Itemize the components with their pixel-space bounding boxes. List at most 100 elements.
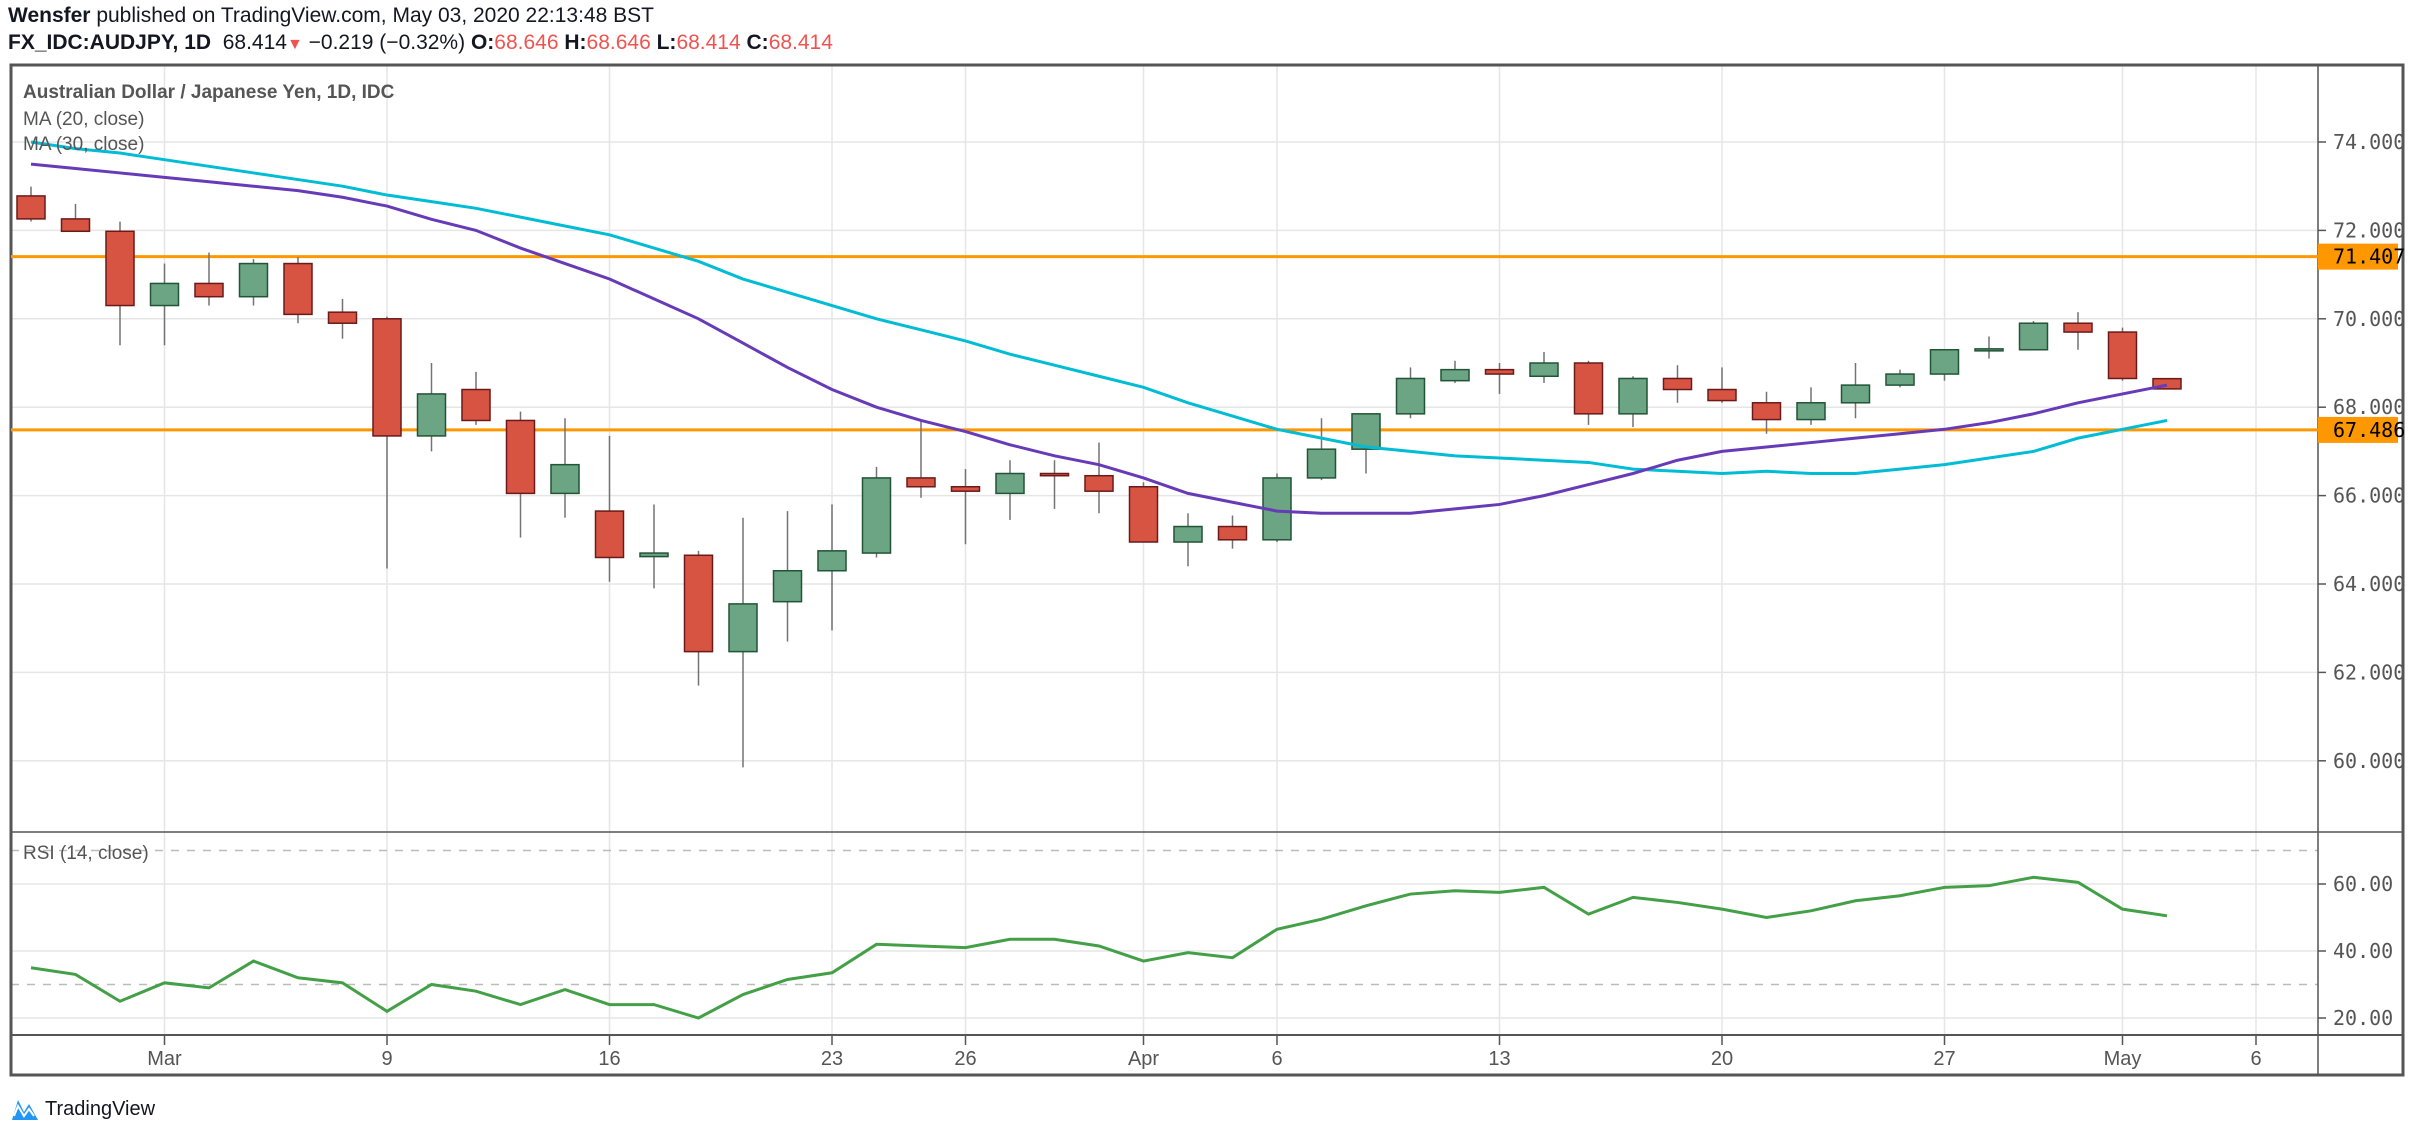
price-tick-label: 64.000	[2333, 572, 2405, 596]
ma30-legend[interactable]: MA (30, close)	[23, 134, 145, 155]
symbol-label: FX_IDC:AUDJPY, 1D	[8, 31, 212, 54]
tradingview-logo-icon	[12, 1100, 38, 1120]
last-price: 68.414	[222, 31, 287, 54]
close-label: C:	[746, 31, 769, 54]
time-tick-label: 27	[1933, 1048, 1955, 1070]
candle-down	[1707, 388, 1737, 402]
candle-down	[60, 218, 91, 233]
low-value: 68.414	[676, 31, 741, 54]
author-name[interactable]: Wensfer	[8, 4, 91, 27]
candle-down	[461, 388, 491, 422]
candle-up	[238, 262, 269, 298]
time-tick-label: 23	[821, 1048, 843, 1070]
time-tick-label: 26	[954, 1048, 976, 1070]
candle-up	[149, 282, 180, 307]
time-tick-label: 13	[1488, 1048, 1510, 1070]
down-arrow-icon: ▼	[286, 36, 303, 53]
rsi-tick-label: 20.00	[2333, 1006, 2393, 1030]
ma20-line	[30, 162, 2168, 515]
time-tick-label: 9	[381, 1048, 392, 1070]
candle-down	[505, 419, 536, 495]
candle-down	[2107, 331, 2138, 380]
candle-up	[2018, 322, 2049, 351]
price-tick-label: 60.000	[2333, 749, 2405, 773]
candle-up	[550, 463, 580, 495]
candle-up	[1351, 413, 1381, 450]
candle-up	[1306, 448, 1337, 479]
price-tick-label: 62.000	[2333, 660, 2405, 684]
candle-up	[1840, 384, 1871, 404]
candle-up	[1885, 373, 1915, 386]
tradingview-brand: TradingView	[45, 1097, 156, 1120]
candle-up	[1618, 377, 1648, 415]
time-tick-label: Mar	[147, 1048, 182, 1070]
level-price-badge	[2318, 243, 2398, 270]
candle-down	[327, 311, 358, 324]
candle-down	[683, 554, 714, 653]
candle-up	[639, 552, 669, 558]
price-tick-label: 70.000	[2333, 307, 2405, 331]
time-tick-label: May	[2104, 1048, 2142, 1070]
rsi-tick-label: 40.00	[2333, 939, 2393, 963]
open-label: O:	[470, 31, 495, 54]
candle-down	[1573, 362, 1604, 415]
candle-up	[1440, 368, 1470, 382]
rsi-line	[30, 875, 2168, 1020]
candle-down	[16, 195, 46, 220]
publish-info: Wensfer published on TradingView.com, Ma…	[8, 4, 654, 28]
level-price-badge	[2318, 416, 2398, 443]
candle-down	[194, 282, 224, 298]
candle-down	[283, 262, 313, 316]
candle-up	[1796, 402, 1826, 421]
candle-down	[105, 230, 135, 307]
rsi-legend[interactable]: RSI (14, close)	[23, 843, 149, 864]
price-tick-label: 68.000	[2333, 395, 2405, 419]
candle-up	[1929, 348, 1960, 375]
ma20-legend[interactable]: MA (20, close)	[23, 109, 145, 130]
series-title[interactable]: Australian Dollar / Japanese Yen, 1D, ID…	[23, 82, 395, 103]
candle-down	[1084, 474, 1114, 492]
close-value: 68.414	[768, 31, 833, 54]
price-tick-label: 72.000	[2333, 218, 2405, 242]
time-tick-label: 6	[1271, 1048, 1282, 1070]
open-value: 68.646	[494, 31, 559, 54]
candle-down	[1128, 486, 1159, 543]
candle-down	[1484, 368, 1515, 375]
candle-down	[906, 477, 936, 488]
candle-up	[1173, 525, 1203, 543]
candle-down	[2063, 322, 2093, 333]
time-tick-label: 6	[2250, 1048, 2261, 1070]
candle-down	[1039, 472, 1070, 477]
ma30-line	[30, 140, 2168, 476]
candle-up	[772, 569, 803, 603]
symbol-info: FX_IDC:AUDJPY, 1D 68.414▼ −0.219 (−0.32%…	[8, 31, 833, 55]
time-tick-label: 20	[1711, 1048, 1733, 1070]
candle-down	[1217, 525, 1248, 541]
price-change: −0.219 (−0.32%)	[308, 31, 466, 54]
candle-up	[728, 603, 758, 653]
candle-up	[1395, 377, 1426, 415]
high-label: H:	[564, 31, 587, 54]
candle-up	[416, 393, 447, 437]
candle-down	[2152, 377, 2182, 390]
candle-down	[950, 486, 981, 492]
level-price-label: 71.407	[2333, 245, 2405, 269]
time-tick-label: Apr	[1128, 1048, 1159, 1070]
candle-up	[995, 472, 1025, 495]
candle-down	[1662, 377, 1693, 391]
candle-up	[1974, 348, 2004, 352]
rsi-tick-label: 60.00	[2333, 872, 2393, 896]
publish-text: published on TradingView.com, May 03, 20…	[96, 4, 654, 27]
level-price-label: 67.486	[2333, 418, 2405, 442]
candle-up	[817, 550, 847, 572]
candle-down	[1751, 402, 1782, 421]
low-label: L:	[656, 31, 677, 54]
tradingview-logo[interactable]: TradingView	[10, 1096, 155, 1122]
candle-down	[372, 318, 402, 437]
candle-up	[861, 477, 892, 554]
candle-down	[594, 510, 625, 559]
price-tick-label: 66.000	[2333, 484, 2405, 508]
chart-frame	[9, 63, 2405, 1077]
price-tick-label: 74.000	[2333, 130, 2405, 154]
